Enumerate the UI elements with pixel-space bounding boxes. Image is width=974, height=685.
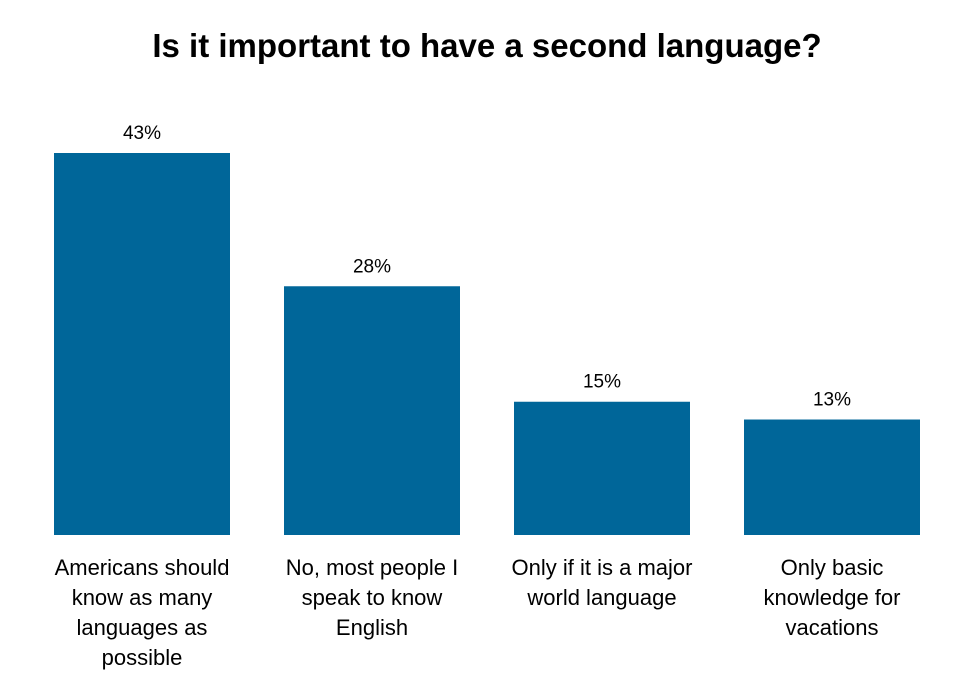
bars (54, 153, 920, 535)
category-label-4: Only basic knowledge for vacations (764, 555, 901, 640)
category-label-line: No, most people I (286, 555, 458, 580)
bar-3 (514, 401, 690, 535)
category-label-line: Only if it is a major (512, 555, 693, 580)
value-labels: 43% 28% 15% 13% (123, 123, 851, 411)
value-label-2: 28% (353, 256, 391, 277)
value-label-4: 13% (813, 390, 851, 411)
value-label-1: 43% (123, 123, 161, 144)
bar-1 (54, 153, 230, 535)
bar-2 (284, 286, 460, 535)
category-label-line: Americans should (55, 555, 230, 580)
category-label-line: knowledge for (764, 585, 901, 610)
category-label-line: vacations (786, 615, 879, 640)
category-label-line: know as many (72, 585, 213, 610)
category-labels: Americans should know as many languages as… (55, 555, 901, 670)
category-label-line: speak to know (302, 585, 443, 610)
category-label-1: Americans should know as many languages as… (55, 555, 230, 670)
category-label-line: world language (526, 585, 676, 610)
category-label-line: possible (102, 645, 183, 670)
category-label-line: English (336, 615, 408, 640)
value-label-3: 15% (583, 372, 621, 393)
category-label-line: languages as (77, 615, 208, 640)
category-label-2: No, most people I speak to know English (286, 555, 458, 640)
chart-title: Is it important to have a second languag… (152, 27, 822, 64)
category-label-3: Only if it is a major world language (512, 555, 693, 610)
bar-4 (744, 419, 920, 535)
category-label-line: Only basic (781, 555, 884, 580)
